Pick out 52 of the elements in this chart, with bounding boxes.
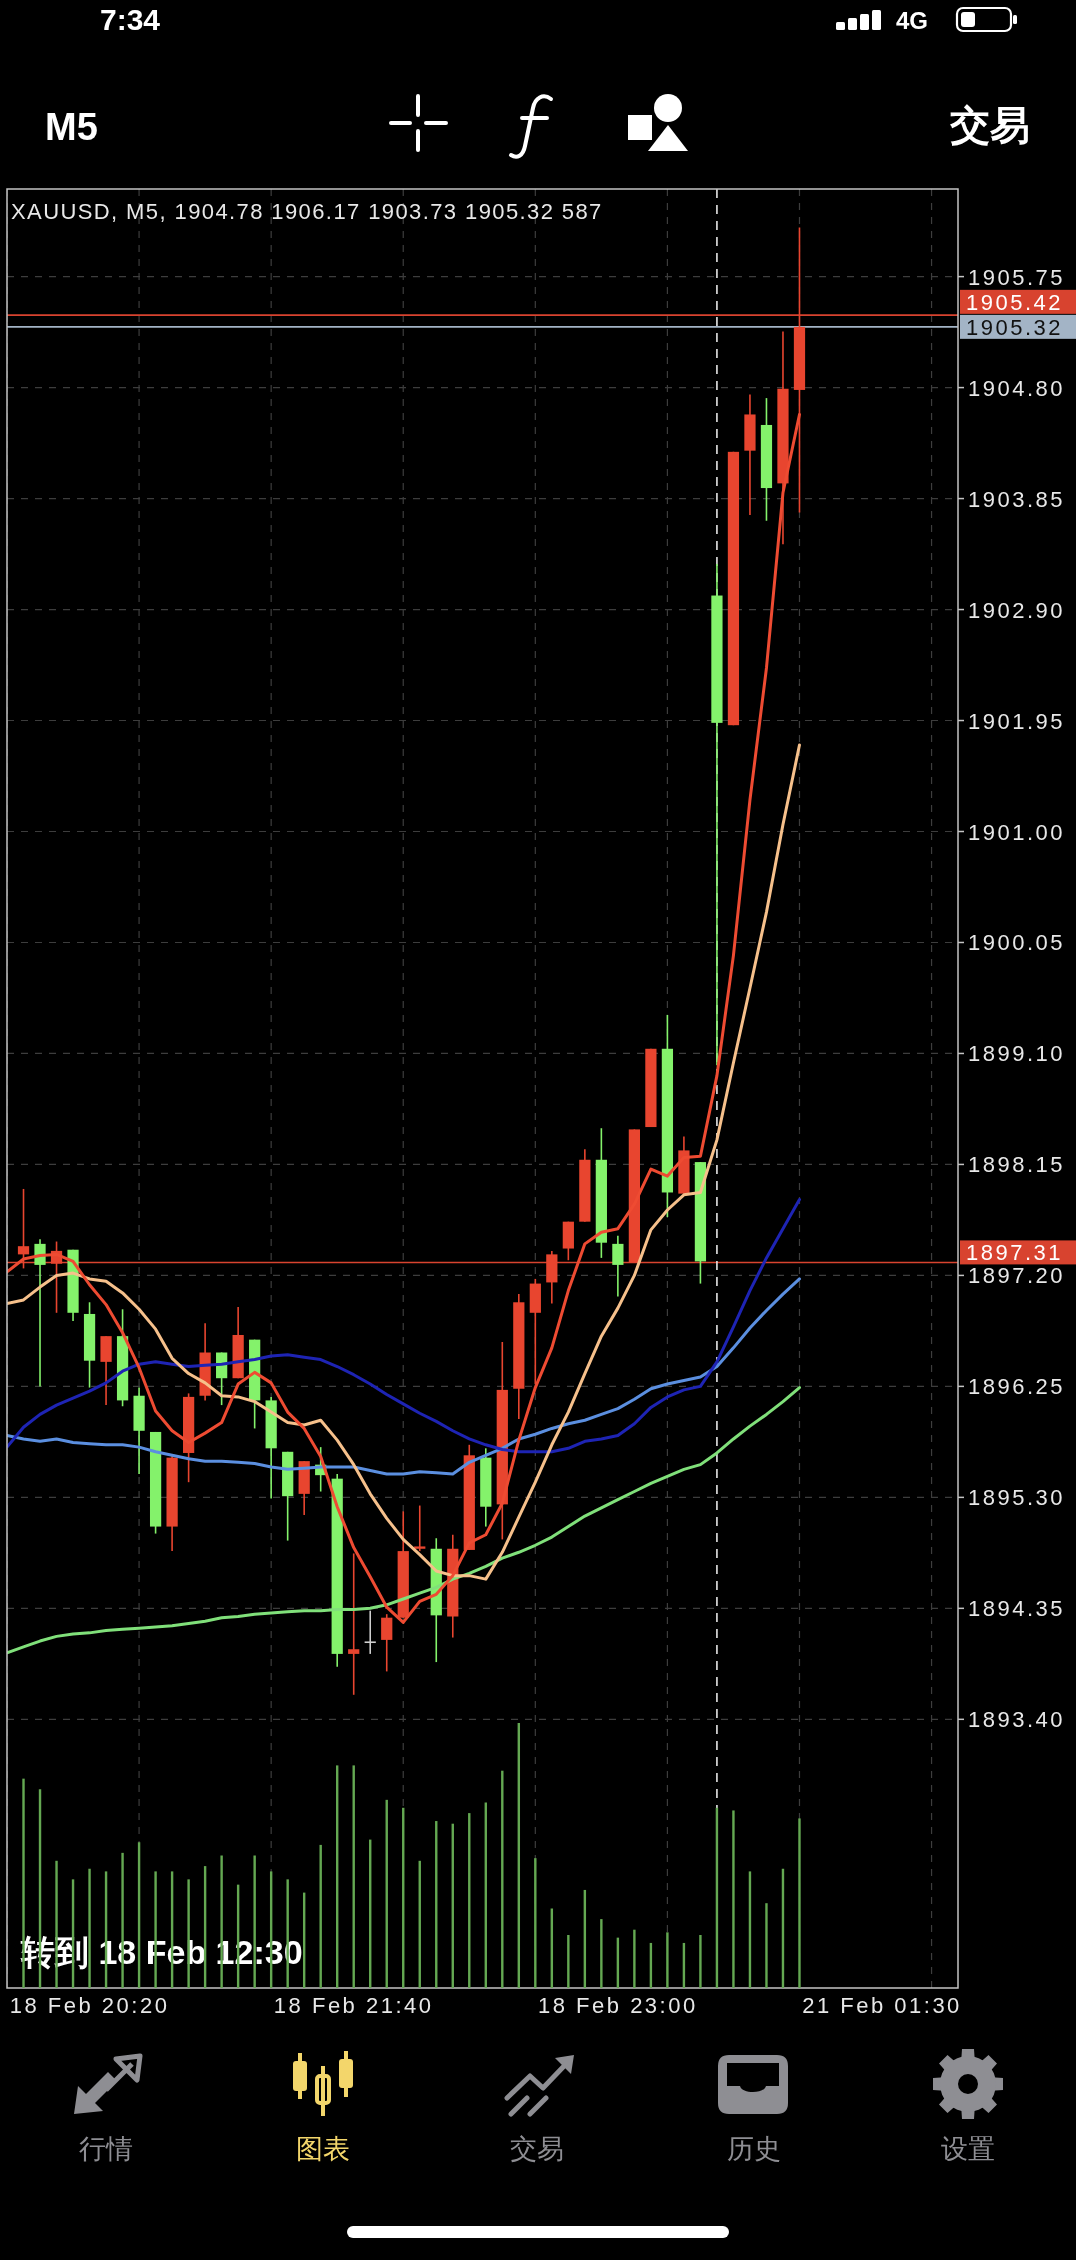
y-tick-label: 1901.95 — [968, 708, 1066, 734]
candlestick — [381, 1613, 393, 1673]
bar — [699, 1935, 702, 1988]
candlestick — [364, 1609, 376, 1655]
text: 交易 — [949, 103, 1030, 147]
bar — [501, 1770, 504, 1988]
y-tick-label: 1904.80 — [968, 375, 1066, 401]
line-series — [7, 1197, 801, 1454]
y-tick-label: 1905.75 — [968, 264, 1066, 290]
y-tick-label: 1900.05 — [968, 930, 1066, 956]
ref-line-label: 1897.31 — [966, 1240, 1064, 1266]
x-tick-label: 18 Feb 23:00 — [538, 1993, 698, 2018]
bar — [534, 1858, 537, 1988]
y-tick-label: 1897.20 — [968, 1263, 1066, 1289]
line-series — [7, 743, 801, 1581]
ref-line-label: 1905.42 — [966, 289, 1064, 315]
text: 7:34 — [100, 3, 161, 36]
y-tick-label: 1896.25 — [968, 1374, 1066, 1400]
bar — [567, 1935, 570, 1988]
bar — [732, 1810, 735, 1988]
y-tick-label: 1895.30 — [968, 1485, 1066, 1511]
candlestick — [17, 1188, 30, 1270]
line-series — [7, 1277, 801, 1476]
y-tick-label: 1898.15 — [968, 1152, 1066, 1178]
ref-line-label: 1905.32 — [966, 314, 1064, 340]
candlestick — [34, 1238, 46, 1388]
y-tick-label: 1903.85 — [968, 486, 1066, 512]
x-tick-label: 18 Feb 20:20 — [9, 1993, 170, 2018]
text: 图表 — [296, 2134, 350, 2164]
y-tick-label: 1901.00 — [968, 819, 1066, 845]
candlestick — [612, 1234, 624, 1298]
bar — [798, 1818, 801, 1988]
bar — [600, 1919, 603, 1988]
x-tick-label: 21 Feb 01:30 — [802, 1993, 962, 2018]
y-tick-label: 1894.35 — [968, 1596, 1066, 1622]
y-tick-label: 1893.40 — [968, 1707, 1066, 1733]
text: 设置 — [941, 2134, 995, 2164]
text: 4G — [896, 7, 929, 34]
candlestick — [414, 1504, 426, 1552]
text: 交易 — [510, 2134, 564, 2164]
bar — [666, 1932, 669, 1988]
x-tick-label: 18 Feb 21:40 — [273, 1993, 434, 2018]
text: 行情 — [79, 2134, 133, 2164]
bar — [765, 1903, 768, 1988]
y-tick-label: 1902.90 — [968, 597, 1066, 623]
text: M5 — [45, 106, 98, 148]
line-series — [7, 1386, 801, 1655]
bar — [319, 1844, 322, 1988]
y-tick-label: 1899.10 — [968, 1041, 1066, 1067]
text: 历史 — [727, 2134, 781, 2164]
text: XAUUSD, M5, 1904.78 1906.17 1903.73 1905.32 587 — [11, 199, 603, 224]
bar — [633, 1929, 636, 1988]
